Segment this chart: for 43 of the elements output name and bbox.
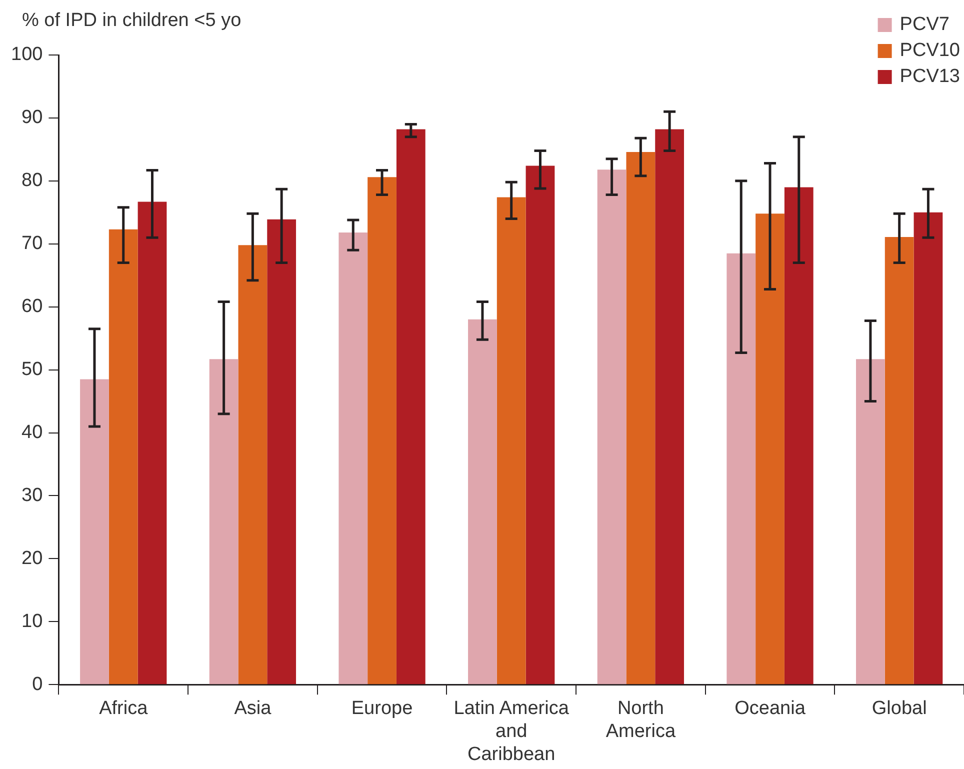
bar [80,379,109,684]
bar [784,187,814,684]
legend-label: PCV7 [900,14,950,36]
y-axis-title: % of IPD in children <5 yo [22,10,242,32]
bar [626,152,656,684]
y-tick-label: 80 [22,170,43,192]
bar [914,212,943,684]
bar [756,214,784,684]
bar [267,219,296,684]
y-tick-label: 70 [22,233,43,254]
bar [726,253,756,684]
y-tick-label: 60 [22,296,43,318]
y-tick-label: 30 [22,484,43,506]
bar [138,202,167,684]
y-tick-label: 40 [22,422,43,443]
x-tick-label: North America [606,698,676,742]
legend-label: PCV13 [900,66,960,88]
y-tick-label: 0 [32,674,43,695]
bar [238,245,268,684]
bar [597,170,626,684]
bar [496,197,526,684]
y-tick-label: 100 [11,44,43,66]
x-tick-label: Asia [234,698,272,720]
y-tick-label: 90 [22,107,43,128]
x-tick-label: Global [872,698,927,720]
bar [468,319,497,684]
bar [209,359,238,684]
bar [338,232,368,684]
bar [655,129,684,684]
x-tick-label: Oceania [734,698,806,720]
bar [368,177,396,684]
y-tick-label: 10 [22,610,43,632]
bar [526,166,555,684]
y-tick-label: 50 [22,359,43,380]
bar [396,129,426,684]
y-tick-label: 20 [22,548,43,569]
bar [856,359,885,684]
legend-label: PCV10 [900,40,960,62]
x-tick-label: Africa [99,698,148,720]
x-tick-label: Latin America and Caribbean [454,698,570,765]
bar [108,229,138,684]
x-tick-label: Europe [351,698,413,720]
bar [884,236,914,684]
